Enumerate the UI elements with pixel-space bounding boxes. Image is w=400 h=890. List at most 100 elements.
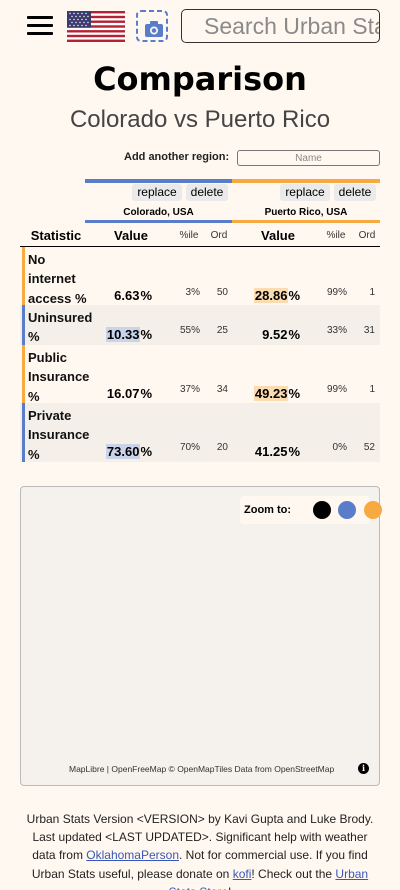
us-flag-icon[interactable] — [67, 11, 125, 42]
table-row: Private Insurance % 73.60% 70% 20 41.25%… — [20, 403, 380, 462]
maplibre-link[interactable]: MapLibre — [69, 764, 105, 774]
row-stripe — [22, 247, 25, 305]
percentile-puerto-rico: 99% — [326, 384, 347, 395]
value-unit: % — [288, 386, 300, 401]
stat-name[interactable]: Uninsured % — [28, 310, 93, 345]
info-icon[interactable]: i — [358, 763, 369, 774]
header-ordinal-puerto-rico: Ord — [358, 230, 376, 241]
zoom-control: Zoom to: — [240, 496, 382, 524]
percentile-colorado: 70% — [179, 442, 200, 453]
map-attribution: MapLibre | OpenFreeMap © OpenMapTiles Da… — [69, 764, 334, 774]
region-name-puerto-rico[interactable]: Puerto Rico, USA — [264, 207, 348, 218]
value-number: 6.63 — [114, 288, 140, 303]
header-divider — [20, 246, 380, 247]
header-statistic: Statistic — [30, 228, 82, 243]
percentile-puerto-rico: 33% — [326, 325, 347, 336]
ordinal-colorado: 34 — [216, 384, 228, 395]
value-puerto-rico: 9.52% — [255, 327, 300, 342]
value-colorado: 10.33% — [104, 327, 152, 342]
region-color-bar-colorado — [85, 179, 232, 183]
value-puerto-rico: 41.25% — [249, 444, 300, 459]
value-unit: % — [288, 288, 300, 303]
table-row: Uninsured % 10.33% 55% 25 9.52% 33% 31 — [20, 305, 380, 345]
region-color-bar-puerto-rico — [232, 179, 380, 183]
row-stripe — [22, 403, 25, 462]
value-number: 73.60 — [105, 444, 141, 459]
value-unit: % — [140, 327, 152, 342]
page-title: Comparison — [93, 60, 307, 98]
ordinal-puerto-rico: 31 — [363, 325, 375, 336]
value-unit: % — [140, 386, 152, 401]
footer-text: ! — [228, 885, 231, 890]
zoom-label: Zoom to: — [244, 504, 292, 516]
row-stripe — [22, 345, 25, 403]
ordinal-colorado: 20 — [216, 442, 228, 453]
value-colorado: 6.63% — [109, 288, 152, 303]
add-region-label: Add another region: — [124, 151, 230, 163]
stat-name[interactable]: Private Insurance % — [28, 408, 90, 462]
value-number: 10.33 — [105, 327, 141, 342]
percentile-puerto-rico: 99% — [326, 287, 347, 298]
value-colorado: 73.60% — [102, 444, 152, 459]
ordinal-puerto-rico: 1 — [369, 384, 375, 395]
ordinal-puerto-rico: 52 — [363, 442, 375, 453]
map-panel[interactable]: Zoom to: MapLibre | OpenFreeMap © OpenMa… — [20, 486, 382, 786]
region-name-colorado[interactable]: Colorado, USA — [123, 207, 194, 218]
add-region-input[interactable] — [237, 150, 380, 166]
value-puerto-rico: 28.86% — [249, 288, 300, 303]
table-row: No internet access % 6.63% 3% 50 28.86% … — [20, 247, 380, 306]
ordinal-colorado: 25 — [216, 325, 228, 336]
percentile-puerto-rico: 0% — [332, 442, 347, 453]
attribution-sep: | — [104, 764, 112, 774]
search-box[interactable] — [181, 9, 380, 43]
ordinal-colorado: 50 — [216, 287, 228, 298]
openfreemap-link[interactable]: OpenFreeMap — [111, 764, 167, 774]
zoom-puerto-rico-button[interactable] — [364, 501, 382, 519]
delete-button-puerto-rico[interactable]: delete — [334, 184, 376, 201]
region-underline-puerto-rico — [232, 220, 380, 223]
header-value-puerto-rico: Value — [261, 228, 295, 243]
zoom-all-button[interactable] — [313, 501, 331, 519]
footer-text: ! Check out the — [251, 866, 336, 881]
zoom-colorado-button[interactable] — [338, 501, 356, 519]
delete-button-colorado[interactable]: delete — [186, 184, 228, 201]
replace-button-puerto-rico[interactable]: replace — [280, 184, 330, 201]
page-subtitle: Colorado vs Puerto Rico — [69, 106, 331, 133]
kofi-link[interactable]: kofi — [232, 866, 252, 881]
search-input[interactable] — [182, 10, 379, 42]
header-value-colorado: Value — [114, 228, 148, 243]
row-stripe — [22, 305, 25, 345]
attribution-data-from: Data from — [232, 764, 275, 774]
header — [0, 0, 400, 52]
value-number: 16.07 — [106, 386, 140, 401]
replace-button-colorado[interactable]: replace — [132, 184, 182, 201]
openstreetmap-link[interactable]: OpenStreetMap — [274, 764, 335, 774]
value-colorado: 16.07% — [104, 386, 152, 401]
percentile-colorado: 37% — [179, 384, 200, 395]
value-number: 41.25 — [254, 444, 288, 459]
footer: Urban Stats Version <VERSION> by Kavi Gu… — [20, 810, 380, 890]
region-underline-colorado — [85, 220, 232, 223]
hamburger-menu-icon[interactable] — [27, 16, 53, 36]
camera-icon[interactable] — [135, 9, 169, 43]
openmaptiles-link[interactable]: OpenMapTiles — [177, 764, 233, 774]
value-unit: % — [288, 327, 300, 342]
header-ordinal-colorado: Ord — [210, 230, 228, 241]
footer-text: Urban Stats Version <VERSION> by Kavi Gu… — [26, 812, 374, 863]
oklahomaperson-link[interactable]: OklahomaPerson — [86, 848, 179, 863]
percentile-colorado: 55% — [179, 325, 200, 336]
value-number: 49.23 — [253, 386, 289, 401]
attribution-copyright: © — [166, 764, 178, 774]
stat-name[interactable]: No internet access % — [28, 252, 87, 306]
value-unit: % — [140, 288, 152, 303]
percentile-colorado: 3% — [185, 287, 200, 298]
ordinal-puerto-rico: 1 — [369, 287, 375, 298]
header-percentile-colorado: %ile — [179, 230, 199, 241]
value-unit: % — [140, 444, 152, 459]
stat-name[interactable]: Public Insurance % — [28, 350, 90, 404]
footer-text: . Not for commercial use. If you find Ur… — [31, 848, 368, 881]
value-number: 28.86 — [253, 288, 289, 303]
store-link[interactable]: Urban Stats Store — [169, 866, 369, 890]
value-puerto-rico: 49.23% — [249, 386, 300, 401]
header-percentile-puerto-rico: %ile — [326, 230, 346, 241]
